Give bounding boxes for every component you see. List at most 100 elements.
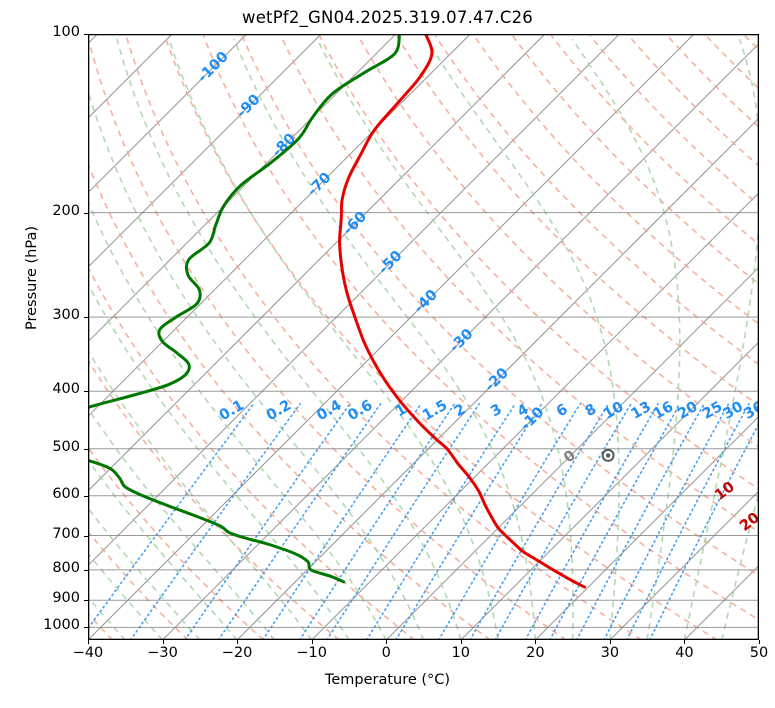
isotherm-line (88, 34, 695, 640)
y-tick-label: 300 (52, 307, 80, 324)
mixing-ratio-label: 16 (651, 399, 676, 423)
dry-adiabat-line (163, 35, 718, 640)
plot-frame (88, 34, 759, 640)
mixing-ratio-label: 0.4 (314, 397, 344, 424)
dry-adiabat-line (88, 265, 416, 640)
dry-adiabat-label: 20 (737, 510, 759, 535)
dry-adiabat-line (125, 35, 643, 640)
x-tick-label: 50 (749, 645, 769, 661)
mixing-ratio-line (469, 403, 610, 640)
dry-adiabat-line (88, 358, 340, 640)
moist-adiabat-line (88, 458, 238, 640)
dry-adiabat-line (589, 35, 759, 207)
moist-adiabat-line (116, 38, 462, 640)
mixing-ratio-label: 3 (488, 401, 505, 420)
moist-adiabat-line (88, 88, 425, 640)
y-tick-mark (84, 34, 88, 35)
moist-adiabat-line (316, 38, 574, 640)
y-tick-label: 100 (52, 24, 80, 40)
temperature-profile (338, 34, 587, 589)
mixing-ratio-line (437, 403, 581, 640)
skewt-chart: -100-90-80-70-60-50-40-30-20-100.1 0.2 0.4… (88, 34, 759, 640)
x-tick-mark (460, 640, 462, 644)
isotherm-line (609, 490, 759, 640)
moist-adiabat-line (88, 282, 350, 640)
y-tick-label: 900 (52, 590, 80, 607)
mixing-ratio-line (549, 403, 681, 640)
mixing-ratio-label: 13 (629, 399, 654, 423)
y-tick-label: 1000 (43, 617, 80, 634)
moist-adiabat-line (88, 406, 276, 640)
dry-adiabat-line (473, 35, 759, 326)
isotherm-line (88, 34, 546, 492)
dry-adiabat-line (318, 35, 759, 491)
isotherm-line (460, 341, 759, 640)
isotherm-line (311, 191, 759, 640)
x-tick-label: −10 (296, 645, 327, 661)
moist-adiabat-line (88, 506, 201, 640)
y-tick-label: 700 (52, 525, 80, 542)
mixing-ratio-line (649, 421, 759, 640)
y-tick-label: 200 (52, 202, 80, 219)
x-tick-mark (609, 640, 611, 644)
dry-adiabat-line (550, 35, 759, 246)
moist-adiabat-line (683, 38, 759, 640)
y-tick-label: 800 (52, 559, 80, 576)
y-tick-mark (84, 535, 88, 537)
x-tick-label: 30 (600, 645, 620, 661)
plot-area: -100 -90 -80 -70 -60 -50 -40 -30 -20 -10 0.1 0.2 0.4… (88, 34, 759, 640)
dry-adiabat-line (88, 530, 189, 640)
moist-adiabat-line (88, 200, 387, 640)
mixing-ratio-line (326, 403, 480, 640)
dry-adiabat-line (202, 35, 759, 621)
lcl-marker (601, 448, 615, 462)
isotherm-line (88, 34, 620, 567)
mixing-ratio-line (184, 403, 351, 640)
mixing-ratio-label: 8 (583, 401, 600, 420)
mixing-ratio-line (626, 403, 750, 640)
isotherm-line (88, 34, 397, 343)
x-tick-mark (311, 640, 313, 644)
y-axis-label: Pressure (hPa) (24, 226, 40, 331)
y-tick-mark (84, 448, 88, 450)
mixing-ratio-line (365, 403, 516, 640)
x-tick-mark (535, 640, 537, 644)
moist-adiabat-line (233, 38, 537, 640)
moist-adiabat-line (720, 488, 759, 640)
moist-adiabat-line (88, 552, 164, 640)
dry-adiabat-line (357, 35, 759, 449)
lcl-marker-dot (605, 453, 611, 458)
x-tick-label: 20 (526, 645, 545, 661)
y-tick-mark (84, 495, 88, 497)
mixing-ratio-line (262, 403, 422, 640)
y-tick-mark (84, 569, 88, 571)
y-tick-label: 500 (52, 438, 80, 455)
x-tick-mark (386, 640, 388, 644)
mixing-ratio-line (603, 403, 730, 640)
mixing-ratio-line (129, 403, 301, 640)
x-tick-mark (237, 640, 239, 644)
dry-adiabat-line (627, 35, 759, 168)
dry-adiabat-line (396, 35, 759, 407)
x-tick-label: 40 (675, 645, 694, 661)
moist-adiabat-line (571, 38, 681, 640)
dry-adiabat-line (241, 35, 759, 577)
dewpoint-profile (88, 34, 401, 584)
isotherm-line (236, 117, 759, 640)
isotherm-line (88, 34, 471, 418)
mixing-ratio-line (395, 403, 543, 640)
x-tick-label: 10 (451, 645, 470, 661)
dry-adiabat-line (279, 35, 759, 533)
mixing-ratio-line (524, 403, 659, 640)
mixing-ratio-line (88, 403, 255, 630)
x-tick-mark (88, 640, 89, 644)
moist-adiabat-line (426, 38, 620, 640)
isotherm-line (88, 34, 248, 194)
y-tick-label: 600 (52, 485, 80, 502)
mixing-ratio-line (299, 403, 456, 640)
isotherm-line (88, 34, 322, 268)
moist-adiabat-line (88, 349, 313, 640)
page-title: wetPf2_GN04.2025.319.07.47.C26 (242, 8, 533, 27)
x-tick-label: −40 (72, 645, 104, 661)
